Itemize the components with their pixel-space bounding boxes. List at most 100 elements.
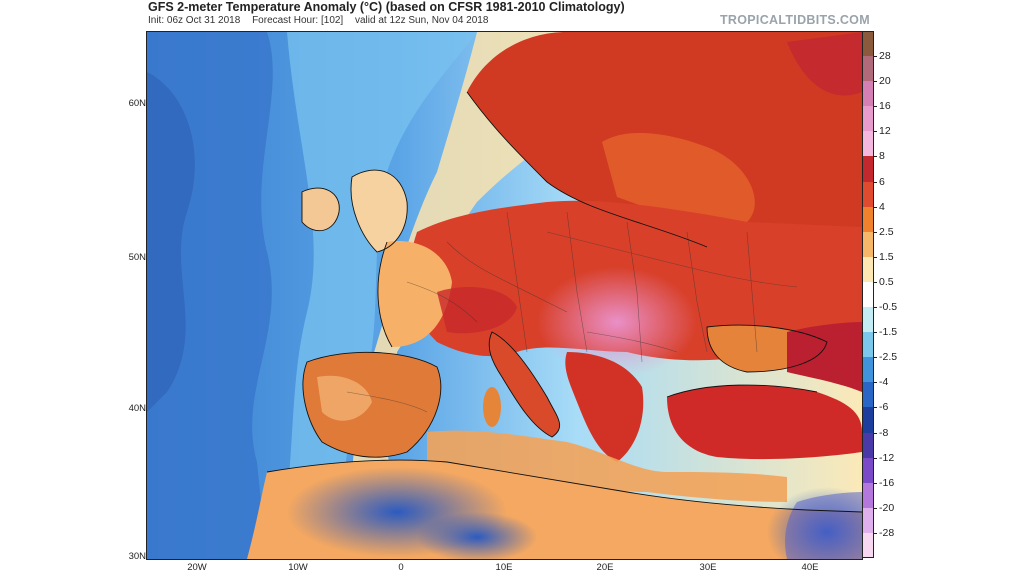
colorbar-label: 20 bbox=[879, 75, 891, 88]
deep-cold-region bbox=[147, 72, 195, 412]
colorbar-cell bbox=[862, 31, 874, 57]
colorbar-label: -6 bbox=[879, 401, 889, 414]
lat-label-60n: 60N bbox=[128, 98, 146, 109]
lon-label-30e: 30E bbox=[699, 562, 717, 573]
colorbar-cell bbox=[862, 382, 874, 408]
great-britain bbox=[351, 170, 408, 252]
colorbar-cell bbox=[862, 281, 874, 308]
colorbar-label: -28 bbox=[879, 526, 895, 539]
colorbar-label: -0.5 bbox=[879, 301, 898, 314]
colorbar-tick bbox=[874, 357, 877, 359]
colorbar-label: -2.5 bbox=[879, 351, 898, 364]
colorbar-cell bbox=[862, 307, 874, 333]
far-north-russia bbox=[787, 32, 862, 96]
temperature-anomaly-map bbox=[146, 31, 863, 560]
colorbar-label: 16 bbox=[879, 100, 891, 113]
lon-label-10w: 10W bbox=[288, 562, 308, 573]
colorbar-tick bbox=[874, 181, 877, 183]
colorbar-cell bbox=[862, 256, 874, 283]
colorbar-label: 2.5 bbox=[879, 225, 894, 238]
colorbar-label: 4 bbox=[879, 200, 885, 213]
colorbar-label: -8 bbox=[879, 426, 889, 439]
baltic-region bbox=[602, 132, 755, 223]
anomaly-colorbar: 28 20 16 12 8 6 4 2.5 1.5 0.5 -0.5 -1.5 -2.5 -4 -6 -8 -1… bbox=[862, 31, 902, 559]
colorbar-cell bbox=[862, 432, 874, 459]
caucasus-region bbox=[787, 322, 862, 392]
country-borders bbox=[346, 211, 798, 413]
colorbar-cell bbox=[862, 156, 874, 183]
lon-label-0: 0 bbox=[398, 562, 404, 573]
colorbar-label: 1.5 bbox=[879, 250, 894, 263]
colorbar-tick bbox=[874, 532, 877, 534]
colorbar-cell bbox=[862, 206, 874, 233]
colorbar-label: 28 bbox=[879, 50, 891, 63]
sahara-cold-anomaly bbox=[417, 512, 537, 559]
colorbar-cell bbox=[862, 332, 874, 358]
colorbar-cell bbox=[862, 181, 874, 208]
coastlines bbox=[266, 91, 862, 513]
colorbar-cell bbox=[862, 532, 874, 559]
alps-region bbox=[437, 287, 517, 334]
colorbar-label: 12 bbox=[879, 125, 891, 138]
colorbar-cell bbox=[862, 457, 874, 484]
colorbar-tick bbox=[874, 507, 877, 509]
colorbar-cell bbox=[862, 81, 874, 107]
valid-time: valid at 12z Sun, Nov 04 2018 bbox=[355, 15, 489, 26]
colorbar-tick bbox=[874, 131, 877, 133]
brand-watermark: TROPICALTIDBITS.COM bbox=[720, 13, 870, 27]
lat-label-50n: 50N bbox=[128, 252, 146, 263]
italy bbox=[489, 332, 560, 437]
map-title: GFS 2-meter Temperature Anomaly (°C) (ba… bbox=[148, 0, 625, 14]
colorbar-tick bbox=[874, 457, 877, 459]
lon-label-20w: 20W bbox=[187, 562, 207, 573]
lat-label-30n: 30N bbox=[128, 551, 146, 562]
colorbar-tick bbox=[874, 332, 877, 334]
colorbar-cell bbox=[862, 131, 874, 157]
colorbar-tick bbox=[874, 281, 877, 283]
colorbar-tick bbox=[874, 156, 877, 158]
colorbar-tick bbox=[874, 382, 877, 384]
colorbar-cell bbox=[862, 106, 874, 132]
colorbar-label: 6 bbox=[879, 175, 885, 188]
colorbar-cell bbox=[862, 482, 874, 509]
colorbar-label: -20 bbox=[879, 501, 895, 514]
map-subtitle: Init: 06z Oct 31 2018 Forecast Hour: [10… bbox=[148, 15, 497, 26]
colorbar-tick bbox=[874, 256, 877, 258]
colorbar-tick bbox=[874, 106, 877, 108]
colorbar-cell bbox=[862, 507, 874, 534]
lon-label-10e: 10E bbox=[495, 562, 513, 573]
colorbar-label: -4 bbox=[879, 376, 889, 389]
colorbar-tick bbox=[874, 81, 877, 83]
colorbar-tick bbox=[874, 307, 877, 309]
colorbar-tick bbox=[874, 407, 877, 409]
mediterranean-sea bbox=[427, 430, 787, 502]
france bbox=[377, 241, 452, 347]
colorbar-cell bbox=[862, 357, 874, 383]
hungary-balkans-hotspot bbox=[537, 267, 697, 377]
turkey bbox=[667, 385, 862, 460]
colorbar-label: 8 bbox=[879, 150, 885, 163]
colorbar-label: -16 bbox=[879, 476, 895, 489]
colorbar-tick bbox=[874, 482, 877, 484]
colorbar-cell bbox=[862, 407, 874, 434]
colorbar-cell bbox=[862, 231, 874, 258]
central-spain bbox=[317, 375, 372, 421]
lat-label-40n: 40N bbox=[128, 403, 146, 414]
colorbar-tick bbox=[874, 56, 877, 58]
colorbar-label: -1.5 bbox=[879, 326, 898, 339]
middle-east-cold-region bbox=[785, 492, 862, 559]
colorbar-label: 0.5 bbox=[879, 275, 894, 288]
colorbar-label: -12 bbox=[879, 451, 895, 464]
forecast-hour: Forecast Hour: [102] bbox=[252, 15, 344, 26]
balkans-greece bbox=[565, 352, 644, 462]
colorbar-tick bbox=[874, 231, 877, 233]
init-time: Init: 06z Oct 31 2018 bbox=[148, 15, 241, 26]
colorbar-tick bbox=[874, 206, 877, 208]
lon-label-20e: 20E bbox=[596, 562, 614, 573]
colorbar-tick bbox=[874, 432, 877, 434]
map-canvas bbox=[147, 32, 862, 559]
sardinia-corsica bbox=[483, 387, 501, 427]
lon-label-40e: 40E bbox=[801, 562, 819, 573]
ireland bbox=[302, 188, 340, 231]
colorbar-cell bbox=[862, 56, 874, 82]
